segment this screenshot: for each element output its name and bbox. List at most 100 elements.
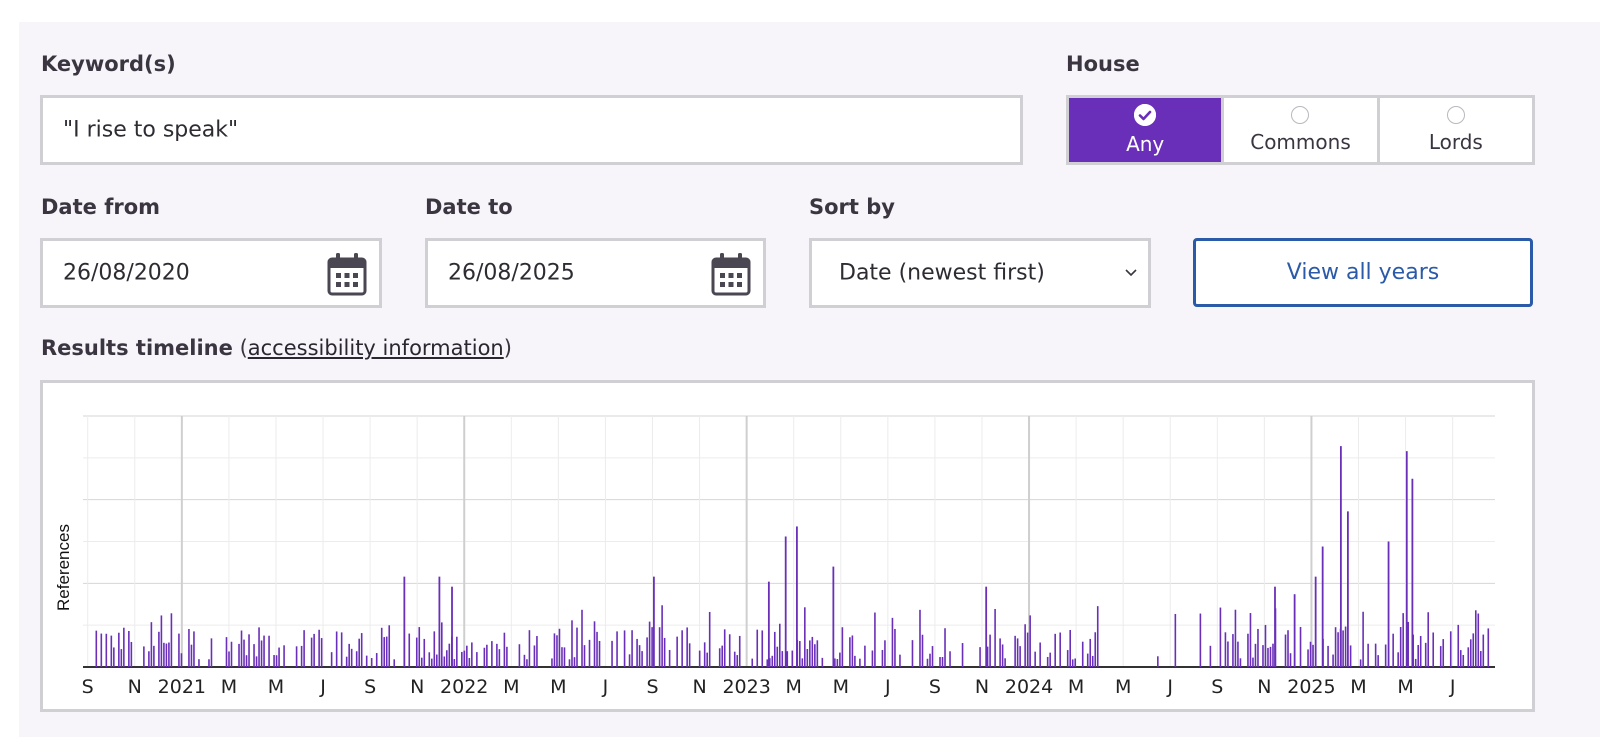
timeline-bar [681,630,683,667]
timeline-bar [576,627,578,667]
timeline-bar [1405,451,1408,667]
timeline-bar [143,646,145,667]
timeline-bar [430,658,433,667]
timeline-bar [899,654,901,667]
timeline-bar [533,645,536,667]
timeline-bar [1407,621,1409,667]
timeline-bar [523,654,526,667]
x-tick-label: N [410,676,424,698]
timeline-bar [300,645,303,667]
timeline-bar [796,526,798,667]
timeline-bar [340,632,343,667]
timeline-title: Results timeline [41,336,233,360]
date-to-input[interactable]: 26/08/2025 [425,238,766,308]
timeline-bar [1477,613,1480,667]
timeline-bar [776,646,779,667]
timeline-bar [268,635,270,667]
timeline-bar [728,634,731,667]
timeline-bar [1086,653,1089,667]
timeline-bar [558,628,561,667]
timeline-bar [1346,511,1349,667]
timeline-bar [225,637,228,667]
timeline-bar [778,623,781,667]
timeline-bar [661,605,663,667]
timeline-bar [708,611,711,667]
date-from-input[interactable]: 26/08/2020 [40,238,382,308]
house-option-commons[interactable]: Commons [1224,98,1380,162]
timeline-bar [1312,644,1314,667]
calendar-icon[interactable] [327,252,367,296]
timeline-bar [255,656,258,667]
timeline-bar [806,649,809,667]
timeline-bar [1339,446,1342,667]
timeline-bar [738,635,741,667]
timeline-bar [658,627,661,667]
timeline-bar [180,653,183,667]
house-option-any[interactable]: Any [1069,98,1225,162]
timeline-bar [1411,478,1414,667]
house-option-label: Commons [1250,130,1351,154]
timeline-bar [1274,586,1276,667]
y-axis-label: References [54,524,73,611]
timeline-bar [358,638,360,667]
timeline-bar [1096,606,1099,667]
calendar-icon[interactable] [711,252,751,296]
timeline-bar [854,655,856,667]
timeline-bar [1254,643,1257,667]
timeline-bar [891,617,894,667]
timeline-bar [1219,607,1222,667]
timeline-bar [761,630,764,667]
timeline-bar [105,633,108,667]
timeline-bar [158,631,160,667]
x-tick-label: 2024 [1005,676,1053,698]
timeline-bar [1054,633,1056,667]
timeline-bar [1462,654,1465,667]
timeline-bar [1479,651,1482,667]
timeline-bar [330,652,333,667]
keyword-input[interactable]: "I rise to speak" [40,95,1023,165]
timeline-bar [1299,626,1302,667]
timeline-bar [926,658,929,667]
timeline-bar [370,658,373,667]
timeline-bar [1039,642,1041,667]
timeline-bar [1091,655,1094,667]
timeline-bar [1074,658,1077,667]
timeline-bar [919,609,921,667]
timeline-bar [1239,658,1242,667]
timeline-bar [383,637,386,667]
timeline-bar [536,636,538,667]
timeline-bar [1342,630,1344,667]
timeline-bar [230,641,233,667]
x-tick-label: S [929,676,941,698]
timeline-bar [786,651,789,667]
view-all-years-button[interactable]: View all years [1193,238,1533,307]
timeline-bar [1467,647,1470,667]
accessibility-information-link[interactable]: accessibility information [247,336,504,360]
timeline-bar [1157,656,1159,667]
timeline-bar [283,645,285,667]
timeline-bar [1417,645,1419,667]
timeline-bar [463,650,466,667]
timeline-bar [446,650,448,667]
sort-select[interactable]: Date (newest first) [809,238,1151,308]
timeline-bar [428,652,431,667]
timeline-bar [1414,658,1417,667]
timeline-bar [240,630,243,667]
timeline-bar [921,634,924,667]
timeline-bar [1046,656,1049,667]
paren-open: ( [239,336,248,360]
timeline-bar [471,642,473,667]
timeline-bar [636,638,638,667]
timeline-bar [718,648,721,667]
timeline-bar [568,659,571,667]
timeline-bar [1384,644,1387,667]
timeline-bar [365,655,368,667]
timeline-bar [486,644,488,667]
x-tick-label: M [1397,676,1413,698]
timeline-bar [1359,659,1362,667]
timeline-bar [348,643,350,667]
timeline-bar [1034,651,1036,667]
house-option-lords[interactable]: Lords [1380,98,1532,162]
timeline-bar [593,621,596,667]
chevron-down-icon [1125,269,1137,277]
